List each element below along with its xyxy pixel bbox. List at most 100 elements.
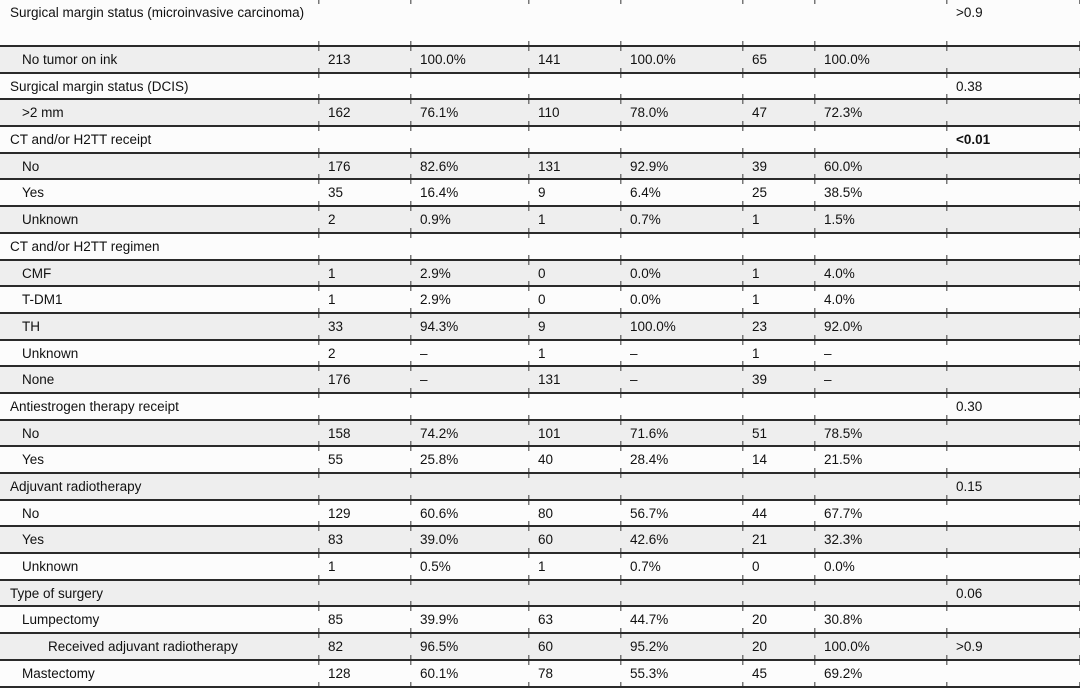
table-row: Unknown 2 0.9% 1 0.7% 1 1.5% (0, 206, 1080, 234)
cell-p-value (946, 179, 1080, 208)
row-label: TH (0, 312, 318, 341)
cell-percent (410, 0, 528, 47)
cell-p-value (946, 339, 1080, 368)
cell-percent: 0.0% (620, 286, 742, 314)
cell-percent (410, 579, 528, 608)
cell-p-value: >0.9 (946, 633, 1080, 661)
cell-percent: – (814, 366, 946, 394)
table-row: Surgical margin status (microinvasive ca… (0, 0, 1080, 47)
cell-count: 47 (742, 99, 814, 128)
cell-count: 1 (742, 259, 814, 288)
cell-count: 55 (318, 446, 410, 474)
cell-count (318, 72, 410, 101)
cell-percent: 28.4% (620, 446, 742, 474)
cell-percent: 71.6% (620, 419, 742, 448)
cell-p-value (946, 659, 1080, 688)
row-category-label: Adjuvant radiotherapy (0, 473, 318, 501)
cell-percent: 100.0% (620, 46, 742, 74)
cell-count: 1 (742, 206, 814, 234)
cell-p-value (946, 206, 1080, 234)
cell-count: 1 (742, 286, 814, 314)
row-category-label: Type of surgery (0, 579, 318, 608)
cell-percent: – (410, 339, 528, 368)
cell-count (528, 72, 620, 101)
cell-count: 45 (742, 659, 814, 688)
table-row: TH 33 94.3% 9 100.0% 23 92.0% (0, 312, 1080, 341)
cell-count (528, 0, 620, 47)
row-label: Unknown (0, 206, 318, 234)
cell-count (318, 126, 410, 154)
cell-p-value (946, 446, 1080, 474)
cell-count: 60 (528, 633, 620, 661)
table-row: CMF 1 2.9% 0 0.0% 1 4.0% (0, 259, 1080, 288)
cell-p-value (946, 419, 1080, 448)
cell-percent: 2.9% (410, 286, 528, 314)
cell-percent (814, 232, 946, 261)
cell-count: 85 (318, 606, 410, 635)
cell-percent (620, 579, 742, 608)
cell-percent: 69.2% (814, 659, 946, 688)
row-category-label: Surgical margin status (DCIS) (0, 72, 318, 101)
cell-p-value: 0.06 (946, 579, 1080, 608)
cell-p-value (946, 499, 1080, 528)
cell-count: 9 (528, 179, 620, 208)
cell-percent (620, 473, 742, 501)
cell-count (742, 0, 814, 47)
cell-percent: 74.2% (410, 419, 528, 448)
cell-p-value (946, 606, 1080, 635)
cell-count: 65 (742, 46, 814, 74)
row-label: No (0, 419, 318, 448)
cell-percent: 92.9% (620, 152, 742, 181)
table-row: Mastectomy 128 60.1% 78 55.3% 45 69.2% (0, 659, 1080, 688)
row-label: Unknown (0, 339, 318, 368)
cell-percent (814, 473, 946, 501)
cell-count: 25 (742, 179, 814, 208)
cell-count: 110 (528, 99, 620, 128)
cell-count: 1 (318, 259, 410, 288)
cell-count: 162 (318, 99, 410, 128)
cell-percent: 44.7% (620, 606, 742, 635)
cell-percent: 0.9% (410, 206, 528, 234)
cell-count (742, 126, 814, 154)
row-label: Yes (0, 526, 318, 555)
table-row: Received adjuvant radiotherapy 82 96.5% 60 9… (0, 633, 1080, 661)
cell-p-value (946, 553, 1080, 581)
row-category-label: CT and/or H2TT regimen (0, 232, 318, 261)
table-row: No 176 82.6% 131 92.9% 39 60.0% (0, 152, 1080, 181)
cell-count (742, 473, 814, 501)
table-row: T-DM1 1 2.9% 0 0.0% 1 4.0% (0, 286, 1080, 314)
cell-percent: 100.0% (814, 46, 946, 74)
table-row: CT and/or H2TT regimen (0, 232, 1080, 261)
cell-percent: 0.0% (814, 553, 946, 581)
cell-count (742, 579, 814, 608)
cell-count: 1 (318, 553, 410, 581)
cell-percent: 67.7% (814, 499, 946, 528)
cell-percent: 4.0% (814, 286, 946, 314)
cell-p-value (946, 526, 1080, 555)
cell-count (742, 72, 814, 101)
cell-p-value (946, 232, 1080, 261)
table-row: No 129 60.6% 80 56.7% 44 67.7% (0, 499, 1080, 528)
cell-count: 2 (318, 206, 410, 234)
cell-percent: 16.4% (410, 179, 528, 208)
cell-count (528, 126, 620, 154)
cell-percent: 96.5% (410, 633, 528, 661)
cell-p-value (946, 286, 1080, 314)
cell-percent: 6.4% (620, 179, 742, 208)
row-label: Unknown (0, 553, 318, 581)
cell-count (742, 232, 814, 261)
cell-count: 0 (528, 259, 620, 288)
cell-count (528, 392, 620, 421)
cell-percent (814, 126, 946, 154)
cell-percent: 30.8% (814, 606, 946, 635)
cell-count: 158 (318, 419, 410, 448)
cell-count (528, 473, 620, 501)
cell-percent: 55.3% (620, 659, 742, 688)
cell-percent (410, 72, 528, 101)
cell-percent: 0.0% (620, 259, 742, 288)
table-row: No tumor on ink 213 100.0% 141 100.0% 65 100.0… (0, 46, 1080, 74)
cell-percent (814, 579, 946, 608)
cell-percent: – (620, 366, 742, 394)
cell-percent: 42.6% (620, 526, 742, 555)
